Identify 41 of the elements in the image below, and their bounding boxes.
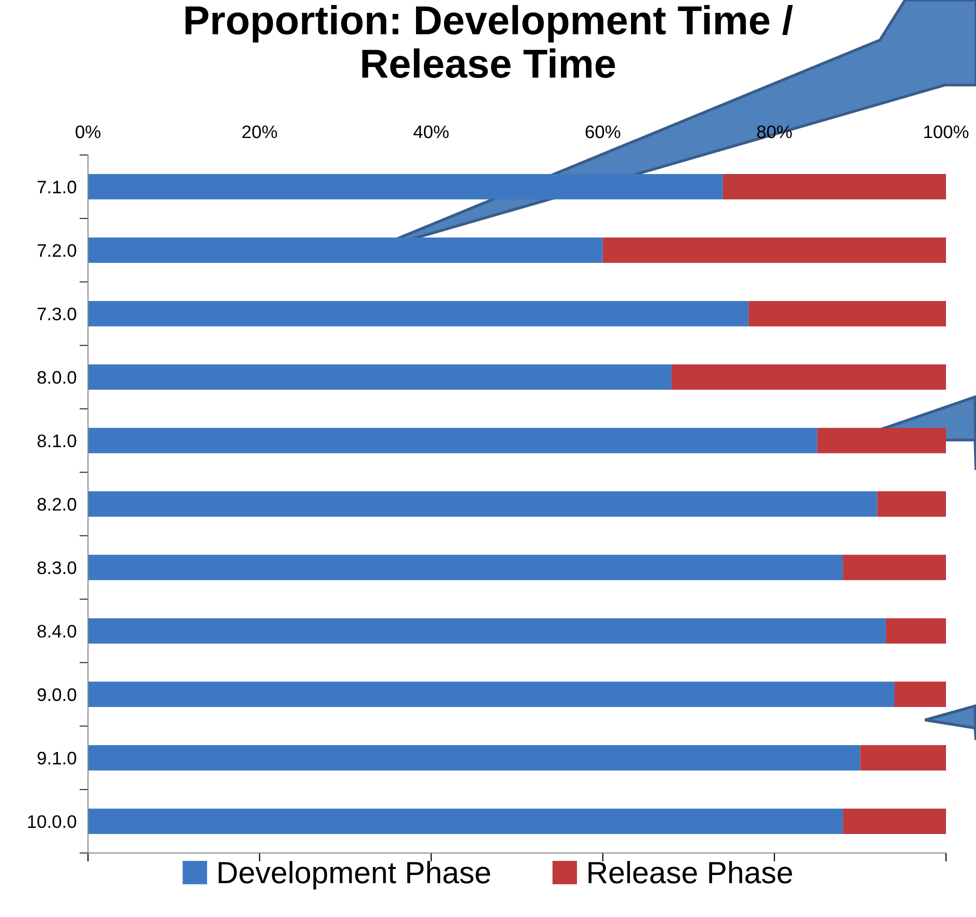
y-tick-label: 9.1.0 — [38, 752, 76, 765]
y-tick-label: 7.2.0 — [38, 244, 76, 257]
bar — [671, 364, 946, 390]
bar — [88, 237, 603, 263]
x-tick-label: 20% — [242, 125, 278, 138]
bar — [843, 554, 946, 580]
y-tick-label: 8.1.0 — [38, 434, 76, 448]
legend-label: Release Phase — [588, 861, 792, 884]
bar — [88, 682, 895, 708]
bar — [843, 808, 946, 834]
bar — [88, 428, 818, 454]
x-tick-label: 100% — [924, 125, 968, 138]
bar — [88, 808, 844, 834]
y-tick-label: 8.3.0 — [38, 561, 76, 574]
bar — [88, 300, 749, 326]
chart-title: Proportion: Development Time / Release Time — [186, 5, 793, 78]
y-tick-label: 9.0.0 — [38, 688, 76, 702]
bar — [860, 745, 946, 771]
bar — [748, 300, 946, 326]
x-tick-label: 60% — [586, 125, 620, 138]
bar — [88, 745, 860, 771]
y-tick-label: 10.0.0 — [28, 815, 76, 828]
y-tick-label: 8.4.0 — [38, 624, 76, 638]
y-tick-label: 8.0.0 — [38, 371, 76, 384]
bar — [602, 237, 946, 263]
y-tick-label: 7.1.0 — [38, 180, 76, 194]
bar — [722, 174, 946, 200]
bar — [886, 618, 946, 644]
bar — [88, 554, 844, 580]
bar — [88, 364, 672, 390]
x-tick-label: 40% — [414, 125, 449, 138]
x-tick-label: 80% — [757, 125, 792, 138]
x-tick-label: 0% — [76, 125, 100, 138]
bar — [88, 618, 886, 644]
legend-label: Development Phase — [218, 861, 490, 890]
bar — [88, 491, 878, 517]
bar — [894, 682, 946, 708]
y-tick-label: 8.2.0 — [38, 498, 76, 511]
bar — [88, 174, 723, 200]
bar — [877, 491, 946, 517]
y-tick-label: 7.3.0 — [38, 308, 76, 320]
